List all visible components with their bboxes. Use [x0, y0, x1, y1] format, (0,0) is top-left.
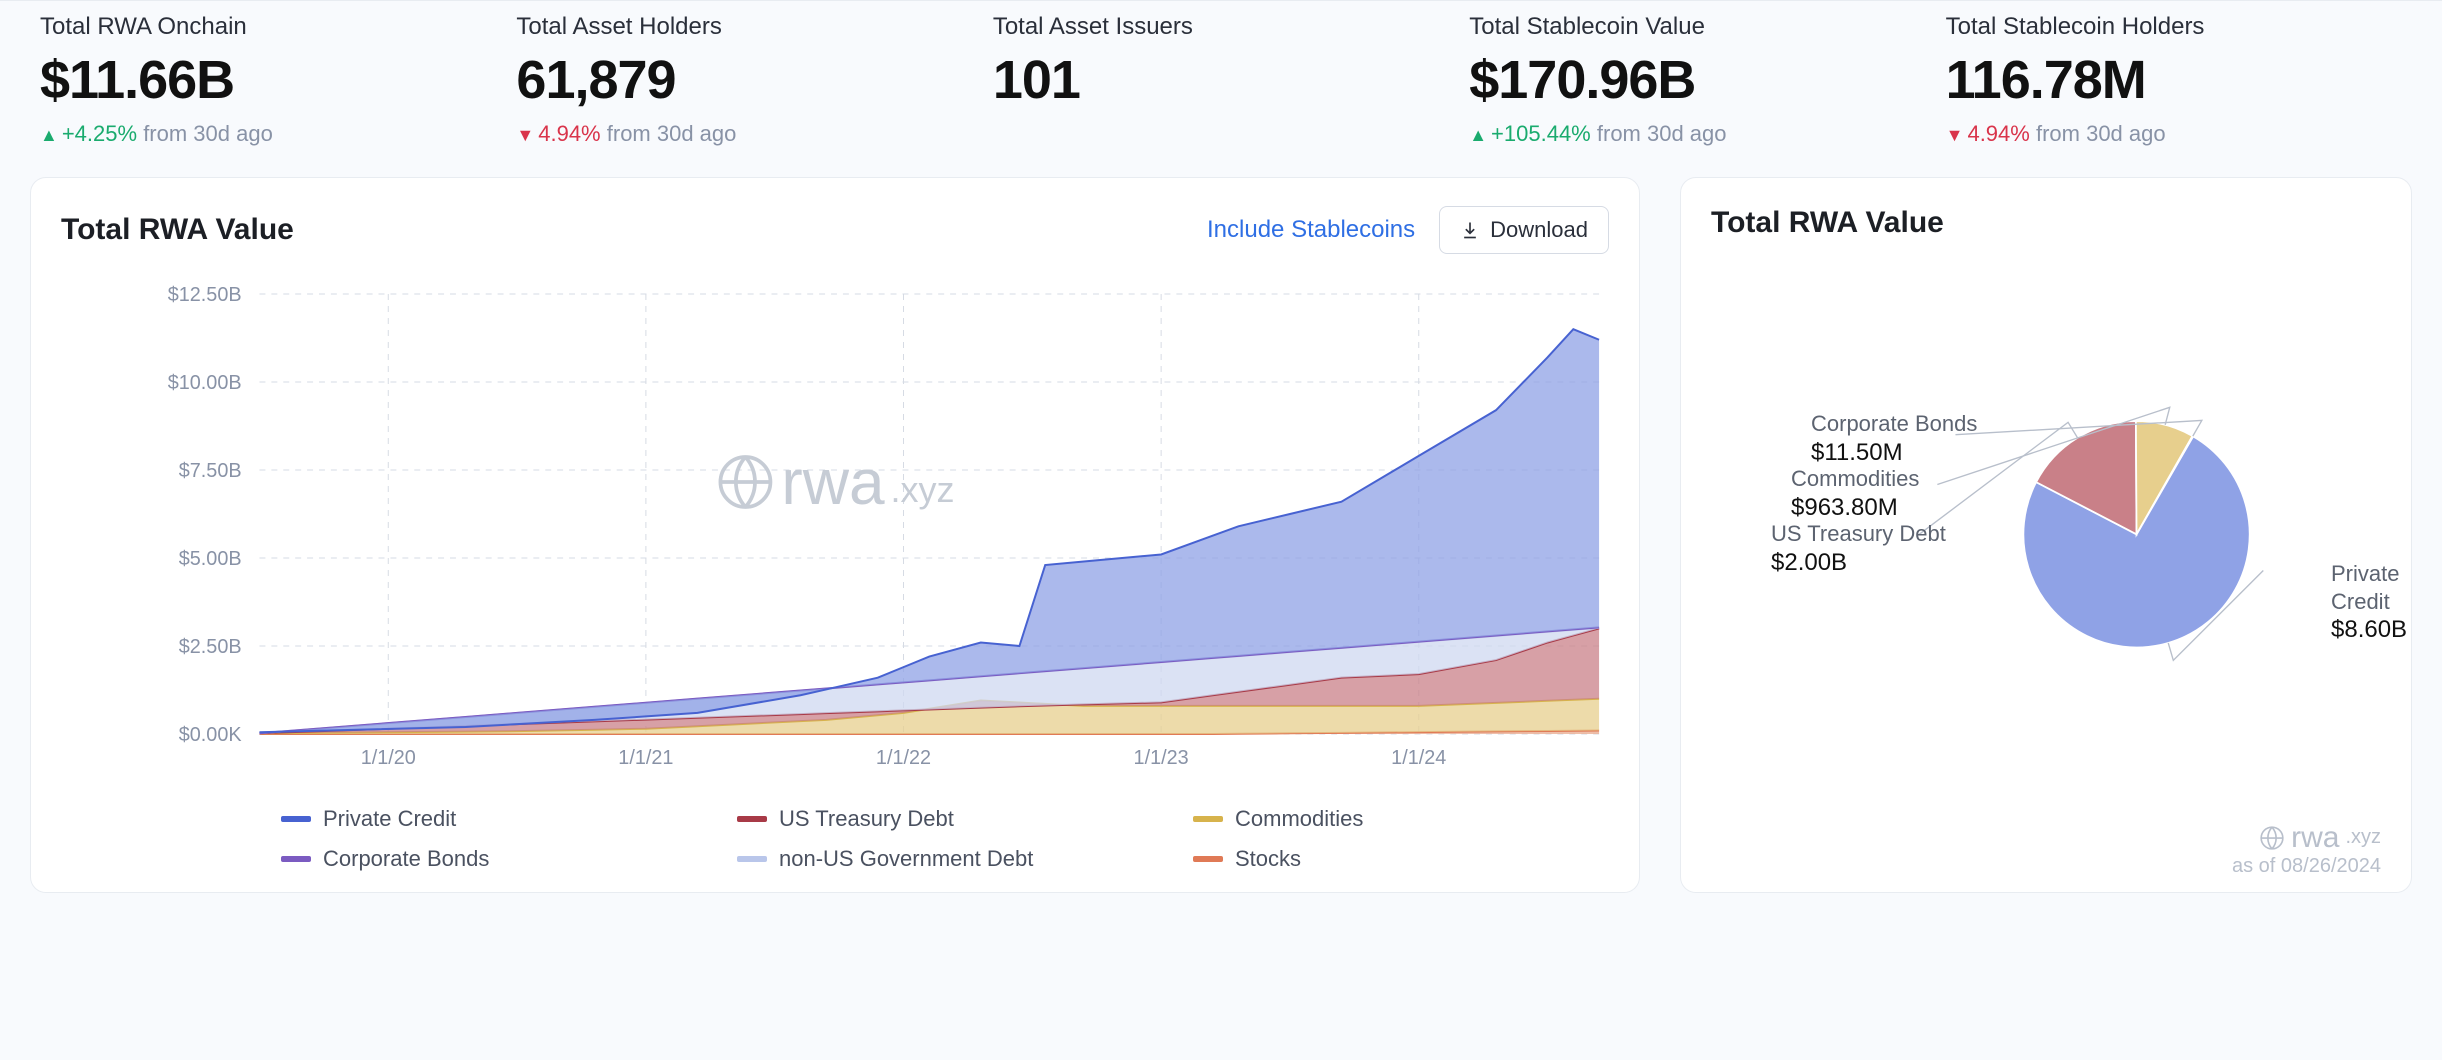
legend-swatch	[1193, 856, 1223, 862]
metric-label: Total Asset Holders	[516, 13, 972, 41]
svg-text:1/1/24: 1/1/24	[1391, 747, 1446, 769]
svg-text:$10.00B: $10.00B	[168, 372, 242, 394]
legend-label: US Treasury Debt	[779, 806, 954, 832]
card-title: Total RWA Value	[1711, 206, 2381, 240]
legend-item[interactable]: Stocks	[1193, 846, 1609, 872]
metric-pct: 4.94%	[538, 121, 600, 146]
metric-rwa-onchain: Total RWA Onchain $11.66B ▲+4.25% from 3…	[30, 13, 506, 147]
brand-suffix: .xyz	[2345, 826, 2381, 849]
metric-stablecoin-holders: Total Stablecoin Holders 116.78M ▼4.94% …	[1936, 13, 2412, 147]
brand-text: rwa	[2291, 821, 2339, 855]
metric-change: ▼4.94% from 30d ago	[516, 121, 972, 147]
card-header: Total RWA Value Include Stablecoins Down…	[61, 206, 1609, 254]
pie-chart: Private Credit$8.60BUS Treasury Debt$2.0…	[1711, 240, 2381, 720]
metric-change: ▲+105.44% from 30d ago	[1469, 121, 1925, 147]
metric-value: 61,879	[516, 49, 972, 111]
legend-item[interactable]: non-US Government Debt	[737, 846, 1153, 872]
include-stablecoins-link[interactable]: Include Stablecoins	[1207, 216, 1415, 244]
svg-text:$5.00B: $5.00B	[179, 548, 242, 570]
metric-asset-holders: Total Asset Holders 61,879 ▼4.94% from 3…	[506, 13, 982, 147]
metric-change: ▼4.94% from 30d ago	[1946, 121, 2402, 147]
metric-suffix: from 30d ago	[607, 121, 737, 146]
legend-swatch	[281, 816, 311, 822]
area-chart-svg: $0.00K $2.50B $5.00B $7.50B $10.00B $12.50B 1/…	[61, 264, 1609, 784]
download-button[interactable]: Download	[1439, 206, 1609, 254]
legend-swatch	[281, 856, 311, 862]
card-pie-chart: Total RWA Value Private Credit$8.60BUS T…	[1680, 177, 2412, 893]
legend-swatch	[737, 816, 767, 822]
metrics-row: Total RWA Onchain $11.66B ▲+4.25% from 3…	[0, 0, 2442, 177]
area-legend: Private Credit US Treasury Debt Commoditie…	[61, 784, 1609, 872]
card-title: Total RWA Value	[61, 213, 294, 247]
card-actions: Include Stablecoins Download	[1207, 206, 1609, 254]
pie-slice-label: US Treasury Debt$2.00B	[1771, 520, 1946, 578]
asof-text: as of 08/26/2024	[2232, 855, 2381, 878]
svg-text:$12.50B: $12.50B	[168, 284, 242, 306]
legend-item[interactable]: Commodities	[1193, 806, 1609, 832]
panels: Total RWA Value Include Stablecoins Down…	[0, 177, 2442, 903]
legend-label: Stocks	[1235, 846, 1301, 872]
metric-value: 116.78M	[1946, 49, 2402, 111]
metric-pct: 4.94%	[1967, 121, 2029, 146]
download-icon	[1460, 220, 1480, 240]
legend-label: Commodities	[1235, 806, 1363, 832]
pie-slice-label: Corporate Bonds$11.50M	[1811, 410, 1977, 468]
legend-label: Corporate Bonds	[323, 846, 489, 872]
pie-slice-label: Commodities$963.80M	[1791, 465, 1919, 523]
brand-footer: rwa .xyz as of 08/26/2024	[2232, 821, 2381, 878]
metric-value: 101	[993, 49, 1449, 111]
metric-value: $170.96B	[1469, 49, 1925, 111]
pie-slice-label: Private Credit$8.60B	[2331, 560, 2407, 645]
card-area-chart: Total RWA Value Include Stablecoins Down…	[30, 177, 1640, 893]
legend-swatch	[1193, 816, 1223, 822]
down-arrow-icon: ▼	[1946, 125, 1964, 145]
up-arrow-icon: ▲	[1469, 125, 1487, 145]
svg-text:1/1/23: 1/1/23	[1134, 747, 1189, 769]
metric-suffix: from 30d ago	[143, 121, 273, 146]
legend-item[interactable]: Corporate Bonds	[281, 846, 697, 872]
svg-text:$7.50B: $7.50B	[179, 460, 242, 482]
metric-suffix: from 30d ago	[2036, 121, 2166, 146]
svg-text:1/1/21: 1/1/21	[618, 747, 673, 769]
svg-text:$0.00K: $0.00K	[179, 724, 243, 746]
legend-item[interactable]: Private Credit	[281, 806, 697, 832]
metric-label: Total Asset Issuers	[993, 13, 1449, 41]
svg-text:$2.50B: $2.50B	[179, 636, 242, 658]
legend-swatch	[737, 856, 767, 862]
legend-label: non-US Government Debt	[779, 846, 1033, 872]
area-chart: $0.00K $2.50B $5.00B $7.50B $10.00B $12.50B 1/…	[61, 264, 1609, 784]
download-label: Download	[1490, 217, 1588, 243]
svg-text:1/1/20: 1/1/20	[361, 747, 416, 769]
metric-label: Total Stablecoin Value	[1469, 13, 1925, 41]
legend-item[interactable]: US Treasury Debt	[737, 806, 1153, 832]
metric-stablecoin-value: Total Stablecoin Value $170.96B ▲+105.44…	[1459, 13, 1935, 147]
metric-pct: +4.25%	[62, 121, 137, 146]
metric-change: ▲+4.25% from 30d ago	[40, 121, 496, 147]
svg-text:1/1/22: 1/1/22	[876, 747, 931, 769]
metric-value: $11.66B	[40, 49, 496, 111]
metric-label: Total Stablecoin Holders	[1946, 13, 2402, 41]
metric-suffix: from 30d ago	[1597, 121, 1727, 146]
metric-pct: +105.44%	[1491, 121, 1591, 146]
metric-asset-issuers: Total Asset Issuers 101	[983, 13, 1459, 147]
legend-label: Private Credit	[323, 806, 456, 832]
up-arrow-icon: ▲	[40, 125, 58, 145]
globe-icon	[2259, 825, 2285, 851]
down-arrow-icon: ▼	[516, 125, 534, 145]
metric-label: Total RWA Onchain	[40, 13, 496, 41]
